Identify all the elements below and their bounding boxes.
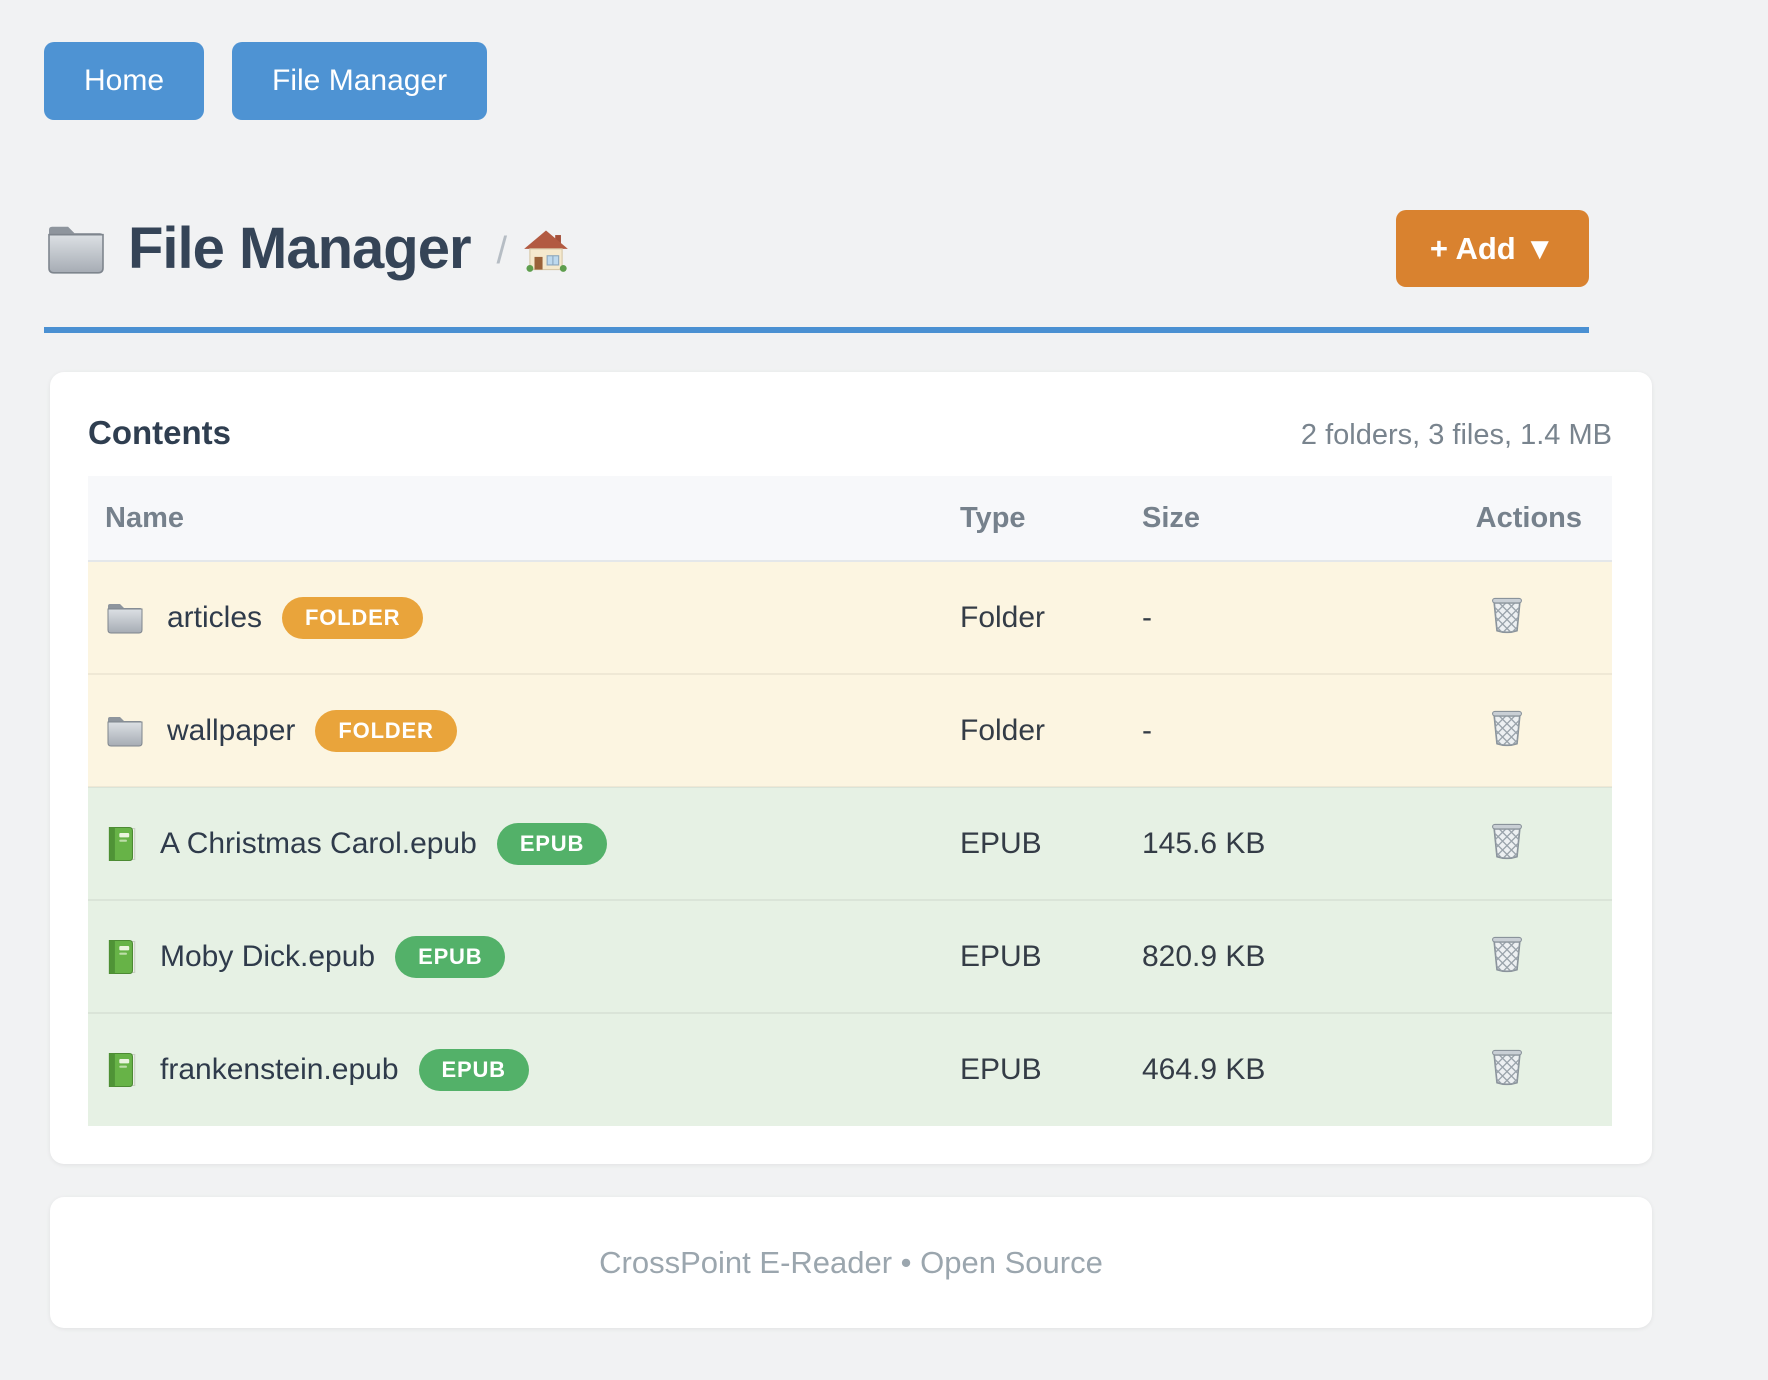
delete-button[interactable] [1489, 707, 1525, 747]
trash-icon [1489, 1049, 1525, 1089]
column-header-size: Size [1125, 476, 1401, 562]
book-icon [105, 938, 138, 976]
file-type: EPUB [943, 786, 1125, 900]
file-name[interactable]: Moby Dick.epub [160, 939, 376, 973]
file-type: EPUB [943, 899, 1125, 1013]
file-table-body: articles FOLDER Folder - [88, 561, 1612, 1126]
title-underline-rule [44, 327, 1589, 333]
file-size: 464.9 KB [1125, 1012, 1401, 1126]
table-row: Moby Dick.epub EPUB EPUB 820.9 KB [88, 899, 1612, 1013]
file-name-cell: wallpaper FOLDER [88, 709, 943, 752]
table-row: wallpaper FOLDER Folder - [88, 673, 1612, 787]
file-name[interactable]: wallpaper [167, 713, 296, 747]
file-type-badge: EPUB [395, 935, 506, 978]
file-type-badge: EPUB [418, 1049, 529, 1091]
file-name-cell: articles FOLDER [88, 596, 943, 639]
file-name-cell: frankenstein.epub EPUB [88, 1049, 943, 1091]
delete-button[interactable] [1489, 933, 1525, 973]
file-type: EPUB [943, 1012, 1125, 1126]
table-row: articles FOLDER Folder - [88, 561, 1612, 674]
file-name[interactable]: A Christmas Carol.epub [160, 826, 477, 860]
file-type-badge: FOLDER [315, 709, 457, 752]
contents-heading: Contents [88, 414, 231, 451]
contents-card-header: Contents 2 folders, 3 files, 1.4 MB [88, 414, 1612, 452]
page-header: File Manager / + Add ▼ [44, 210, 1589, 287]
column-header-name: Name [88, 476, 943, 562]
file-size: - [1125, 673, 1401, 787]
delete-button[interactable] [1489, 1046, 1525, 1086]
top-nav: Home File Manager [0, 0, 1768, 120]
house-icon [523, 228, 569, 277]
file-name[interactable]: frankenstein.epub [160, 1053, 399, 1086]
file-name[interactable]: articles [167, 600, 263, 634]
title-group: File Manager / [44, 215, 1396, 282]
file-size: - [1142, 600, 1152, 634]
table-header-row: Name Type Size Actions [88, 476, 1612, 562]
nav-button-file-manager[interactable]: File Manager [232, 42, 488, 120]
contents-summary: 2 folders, 3 files, 1.4 MB [1300, 419, 1612, 451]
breadcrumb-home-link[interactable] [523, 228, 569, 277]
contents-card: Contents 2 folders, 3 files, 1.4 MB Name… [50, 372, 1652, 1164]
folder-icon [105, 601, 145, 635]
table-row: frankenstein.epub EPUB EPUB 464.9 KB [88, 1012, 1612, 1126]
folder-icon [44, 222, 108, 276]
file-name-cell: A Christmas Carol.epub EPUB [88, 822, 943, 865]
book-icon [105, 825, 138, 863]
table-row: A Christmas Carol.epub EPUB EPUB 145.6 K… [88, 786, 1612, 900]
file-type-badge: FOLDER [282, 596, 424, 639]
column-header-actions: Actions [1401, 476, 1612, 562]
file-type: Folder [943, 673, 1125, 787]
file-name-cell: Moby Dick.epub EPUB [88, 935, 943, 978]
footer-card: CrossPoint E-Reader • Open Source [50, 1197, 1652, 1328]
book-icon [105, 1051, 138, 1089]
file-size: 145.6 KB [1125, 786, 1401, 900]
delete-button[interactable] [1489, 820, 1525, 860]
page-title: File Manager [128, 216, 472, 281]
trash-icon [1489, 936, 1525, 976]
breadcrumb-separator: / [496, 230, 508, 272]
file-size: 820.9 KB [1125, 899, 1401, 1013]
trash-icon [1489, 823, 1525, 863]
add-button[interactable]: + Add ▼ [1395, 210, 1589, 287]
file-type-badge: EPUB [496, 822, 608, 865]
trash-icon [1489, 710, 1525, 750]
nav-button-home[interactable]: Home [44, 42, 205, 120]
footer-text: CrossPoint E-Reader • Open Source [599, 1244, 1103, 1280]
delete-button[interactable] [1489, 594, 1525, 634]
column-header-type: Type [943, 476, 1125, 562]
trash-icon [1489, 597, 1525, 637]
folder-icon [105, 714, 145, 748]
file-type: Folder [960, 600, 1046, 634]
file-table: Name Type Size Actions articles FOLDER [88, 476, 1612, 1126]
